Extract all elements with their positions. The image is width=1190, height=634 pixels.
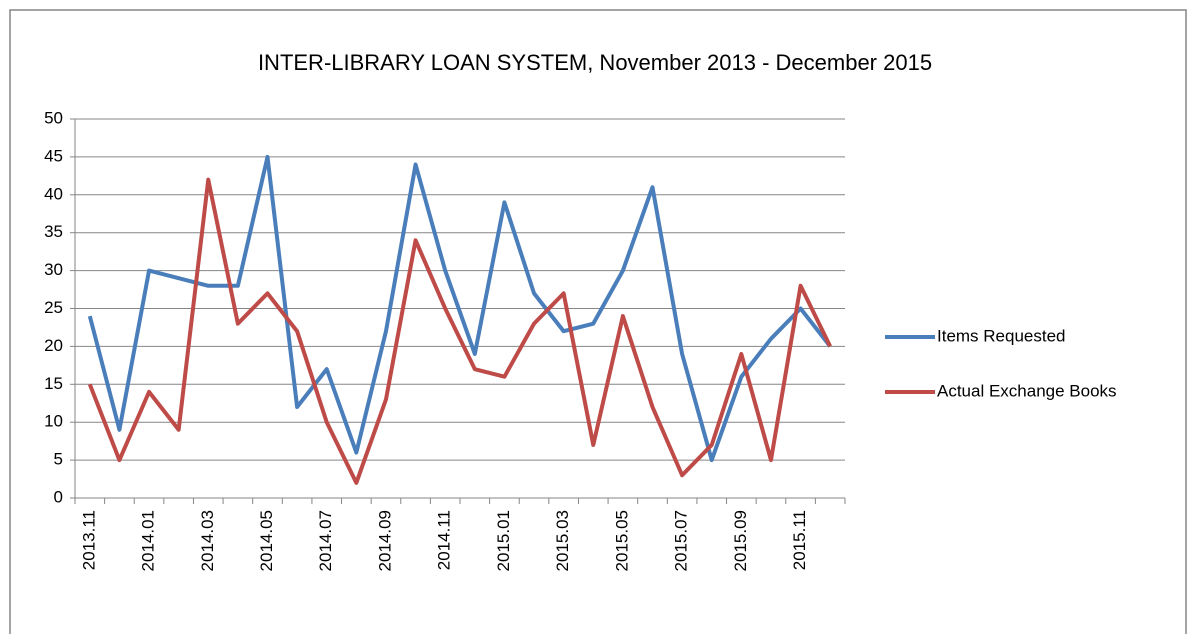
y-tick-label: 15 bbox=[44, 374, 63, 393]
chart-frame bbox=[9, 9, 1187, 634]
x-tick-label: 2014.03 bbox=[198, 510, 217, 571]
y-tick-label: 25 bbox=[44, 298, 63, 317]
x-tick-label: 2014.09 bbox=[375, 510, 394, 571]
y-tick-label: 40 bbox=[44, 184, 63, 203]
y-tick-label: 45 bbox=[44, 146, 63, 165]
y-tick-label: 5 bbox=[54, 450, 63, 469]
legend-label: Actual Exchange Books bbox=[937, 381, 1117, 400]
y-tick-label: 35 bbox=[44, 222, 63, 241]
x-tick-label: 2014.05 bbox=[257, 510, 276, 571]
x-tick-label: 2015.03 bbox=[553, 510, 572, 571]
series-line bbox=[87, 154, 832, 463]
x-tick-label: 2015.05 bbox=[612, 510, 631, 571]
x-tick-label: 2015.09 bbox=[731, 510, 750, 571]
y-tick-label: 10 bbox=[44, 412, 63, 431]
x-tick-label: 2014.01 bbox=[139, 510, 158, 571]
y-tick-label: 0 bbox=[54, 487, 63, 506]
chart-title: INTER-LIBRARY LOAN SYSTEM, November 2013… bbox=[258, 50, 932, 75]
y-tick-label: 30 bbox=[44, 260, 63, 279]
series-line bbox=[87, 177, 832, 485]
x-tick-label: 2013.11 bbox=[79, 510, 98, 570]
x-tick-label: 2015.01 bbox=[494, 510, 513, 571]
x-tick-label: 2014.07 bbox=[316, 510, 335, 571]
x-tick-label: 2014.11 bbox=[435, 510, 454, 570]
y-tick-label: 20 bbox=[44, 336, 63, 355]
legend-label: Items Requested bbox=[937, 326, 1066, 345]
y-tick-label: 50 bbox=[44, 108, 63, 127]
x-tick-label: 2015.11 bbox=[790, 510, 809, 570]
x-tick-label: 2015.07 bbox=[672, 510, 691, 571]
